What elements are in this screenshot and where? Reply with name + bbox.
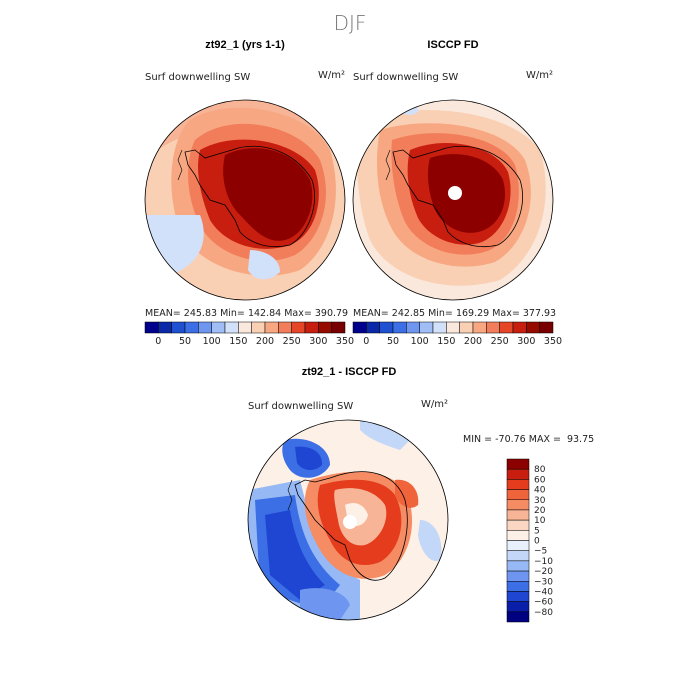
- difference-colorbar-label: 80: [534, 465, 546, 475]
- difference-colorbar-swatch: [506, 601, 530, 613]
- panel1-colorbar-tick-label: 100: [203, 336, 221, 347]
- panel1-colorbar-swatch: [304, 321, 319, 334]
- panel1-colorbar: 0 50 100 150 200 250 300 350: [144, 321, 354, 347]
- difference-colorbar-swatch: [506, 499, 530, 511]
- panel1-colorbar-swatch: [184, 321, 199, 334]
- difference-polar-gap: [343, 515, 357, 529]
- panel2-colorbar-tick-label: 300: [517, 336, 535, 347]
- difference-colorbar-label: 0: [534, 537, 540, 547]
- panel1-title: zt92_1 (yrs 1-1): [205, 39, 285, 51]
- panel2-colorbar-tick-label: 250: [491, 336, 509, 347]
- panel1-variable: Surf downwelling SW: [145, 72, 250, 83]
- difference-colorbar-label: 40: [534, 486, 546, 496]
- difference-colorbar-swatch: [506, 570, 530, 582]
- panel1-colorbar-swatch: [278, 321, 292, 334]
- panel1-colorbar-tick-label: 250: [283, 336, 301, 347]
- panel2-stats: MEAN= 242.85 Min= 169.29 Max= 377.93: [353, 308, 556, 319]
- difference-colorbar-label: 5: [534, 526, 540, 536]
- difference-colorbar-label: 20: [534, 506, 546, 516]
- difference-colorbar-swatch: [506, 550, 530, 562]
- panel1-units: W/m²: [318, 70, 345, 81]
- difference-colorbar-swatch: [506, 489, 530, 500]
- panel2-colorbar-swatch: [432, 321, 447, 334]
- panel1-colorbar-swatch: [238, 321, 252, 334]
- panel2-map: [352, 99, 554, 301]
- difference-colorbar-label: −20: [534, 567, 553, 577]
- difference-map: [247, 419, 449, 621]
- difference-variable: Surf downwelling SW: [248, 401, 353, 412]
- panel1-colorbar-swatch: [264, 321, 279, 334]
- panel2-colorbar-tick-label: 50: [387, 336, 399, 347]
- panel2-colorbar-swatch: [459, 321, 474, 334]
- panel1-map: [144, 99, 346, 301]
- difference-colorbar-label: −5: [534, 547, 547, 557]
- panel1-colorbar-swatch: [331, 321, 346, 334]
- panel2-colorbar-tick-label: 0: [363, 336, 369, 347]
- difference-range: MIN = -70.76 MAX = 93.75: [463, 434, 594, 445]
- difference-colorbar-label: −30: [534, 577, 553, 587]
- difference-colorbar-label: 10: [534, 516, 546, 526]
- panel2-colorbar-swatch: [366, 321, 380, 334]
- difference-colorbar-label: −60: [534, 598, 553, 608]
- difference-colorbar-swatch: [506, 560, 530, 572]
- panel1-stats: MEAN= 245.83 Min= 142.84 Max= 390.79: [145, 308, 348, 319]
- panel2-units: W/m²: [526, 70, 553, 81]
- panel1-colorbar-swatch: [318, 321, 332, 334]
- panel1-colorbar-swatch: [211, 321, 226, 334]
- panel2-colorbar-tick-label: 150: [437, 336, 455, 347]
- panel2-colorbar-swatch: [446, 321, 460, 334]
- panel1-colorbar-tick-label: 0: [155, 336, 161, 347]
- panel2-colorbar: 0 50 100 150 200 250 300 350: [352, 321, 562, 347]
- panel1-colorbar-swatch: [224, 321, 239, 334]
- panel2-colorbar-swatch: [486, 321, 500, 334]
- panel2-colorbar-swatch: [392, 321, 407, 334]
- difference-colorbar-swatch: [506, 458, 530, 470]
- difference-units: W/m²: [421, 399, 448, 410]
- panel2-colorbar-swatch: [526, 321, 540, 334]
- panel2-colorbar-tick-label: 200: [464, 336, 482, 347]
- difference-colorbar-swatch: [506, 479, 530, 490]
- panel2-colorbar-swatch: [472, 321, 487, 334]
- difference-colorbar-label: 30: [534, 496, 546, 506]
- panel1-colorbar-swatch: [171, 321, 186, 334]
- difference-colorbar-swatch: [506, 611, 530, 623]
- panel2-colorbar-swatch: [512, 321, 527, 334]
- panel1-colorbar-tick-label: 150: [229, 336, 247, 347]
- difference-colorbar-swatch: [506, 591, 530, 602]
- panel2-colorbar-swatch: [406, 321, 420, 334]
- panel2-colorbar-swatch: [352, 321, 367, 334]
- panel1-colorbar-swatch: [198, 321, 212, 334]
- difference-colorbar-label: −80: [534, 608, 553, 618]
- difference-colorbar-label: 60: [534, 475, 546, 485]
- panel2-colorbar-tick-label: 100: [411, 336, 429, 347]
- difference-colorbar-swatch: [506, 519, 530, 531]
- difference-colorbar-swatch: [506, 509, 530, 521]
- season-title: DJF: [334, 11, 367, 35]
- panel1-colorbar-swatch: [158, 321, 172, 334]
- difference-colorbar-swatch: [506, 581, 530, 592]
- panel1-colorbar-swatch: [291, 321, 306, 334]
- panel1-colorbar-tick-label: 300: [309, 336, 327, 347]
- panel2-colorbar-swatch: [419, 321, 434, 334]
- difference-colorbar-swatch: [506, 530, 530, 541]
- panel2-colorbar-tick-label: 350: [544, 336, 562, 347]
- panel1-colorbar-swatch: [144, 321, 159, 334]
- panel1-colorbar-tick-label: 50: [179, 336, 191, 347]
- difference-colorbar-swatch: [506, 468, 530, 480]
- panel2-variable: Surf downwelling SW: [353, 72, 458, 83]
- difference-colorbar-label: −40: [534, 587, 553, 597]
- panel2-colorbar-swatch: [499, 321, 514, 334]
- panel2-polar-gap: [448, 186, 462, 200]
- panel1-colorbar-tick-label: 350: [336, 336, 354, 347]
- panel1-colorbar-tick-label: 200: [256, 336, 274, 347]
- difference-colorbar-label: −10: [534, 557, 553, 567]
- panel2-title: ISCCP FD: [427, 39, 478, 51]
- panel2-colorbar-swatch: [539, 321, 554, 334]
- difference-title: zt92_1 - ISCCP FD: [302, 366, 397, 378]
- panel1-colorbar-swatch: [251, 321, 266, 334]
- difference-colorbar-swatch: [506, 540, 530, 551]
- panel2-colorbar-swatch: [379, 321, 394, 334]
